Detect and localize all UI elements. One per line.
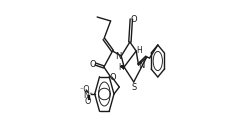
Text: H: H	[136, 46, 142, 55]
Text: N: N	[138, 60, 144, 69]
Text: O: O	[131, 15, 137, 24]
Text: O: O	[85, 97, 91, 106]
Text: H: H	[118, 62, 123, 71]
Text: O: O	[89, 60, 96, 69]
Text: ⁻O: ⁻O	[80, 84, 90, 93]
Text: O: O	[110, 73, 116, 82]
Text: N: N	[115, 52, 122, 60]
Text: S: S	[131, 82, 136, 91]
Text: N⁺: N⁺	[84, 90, 94, 99]
